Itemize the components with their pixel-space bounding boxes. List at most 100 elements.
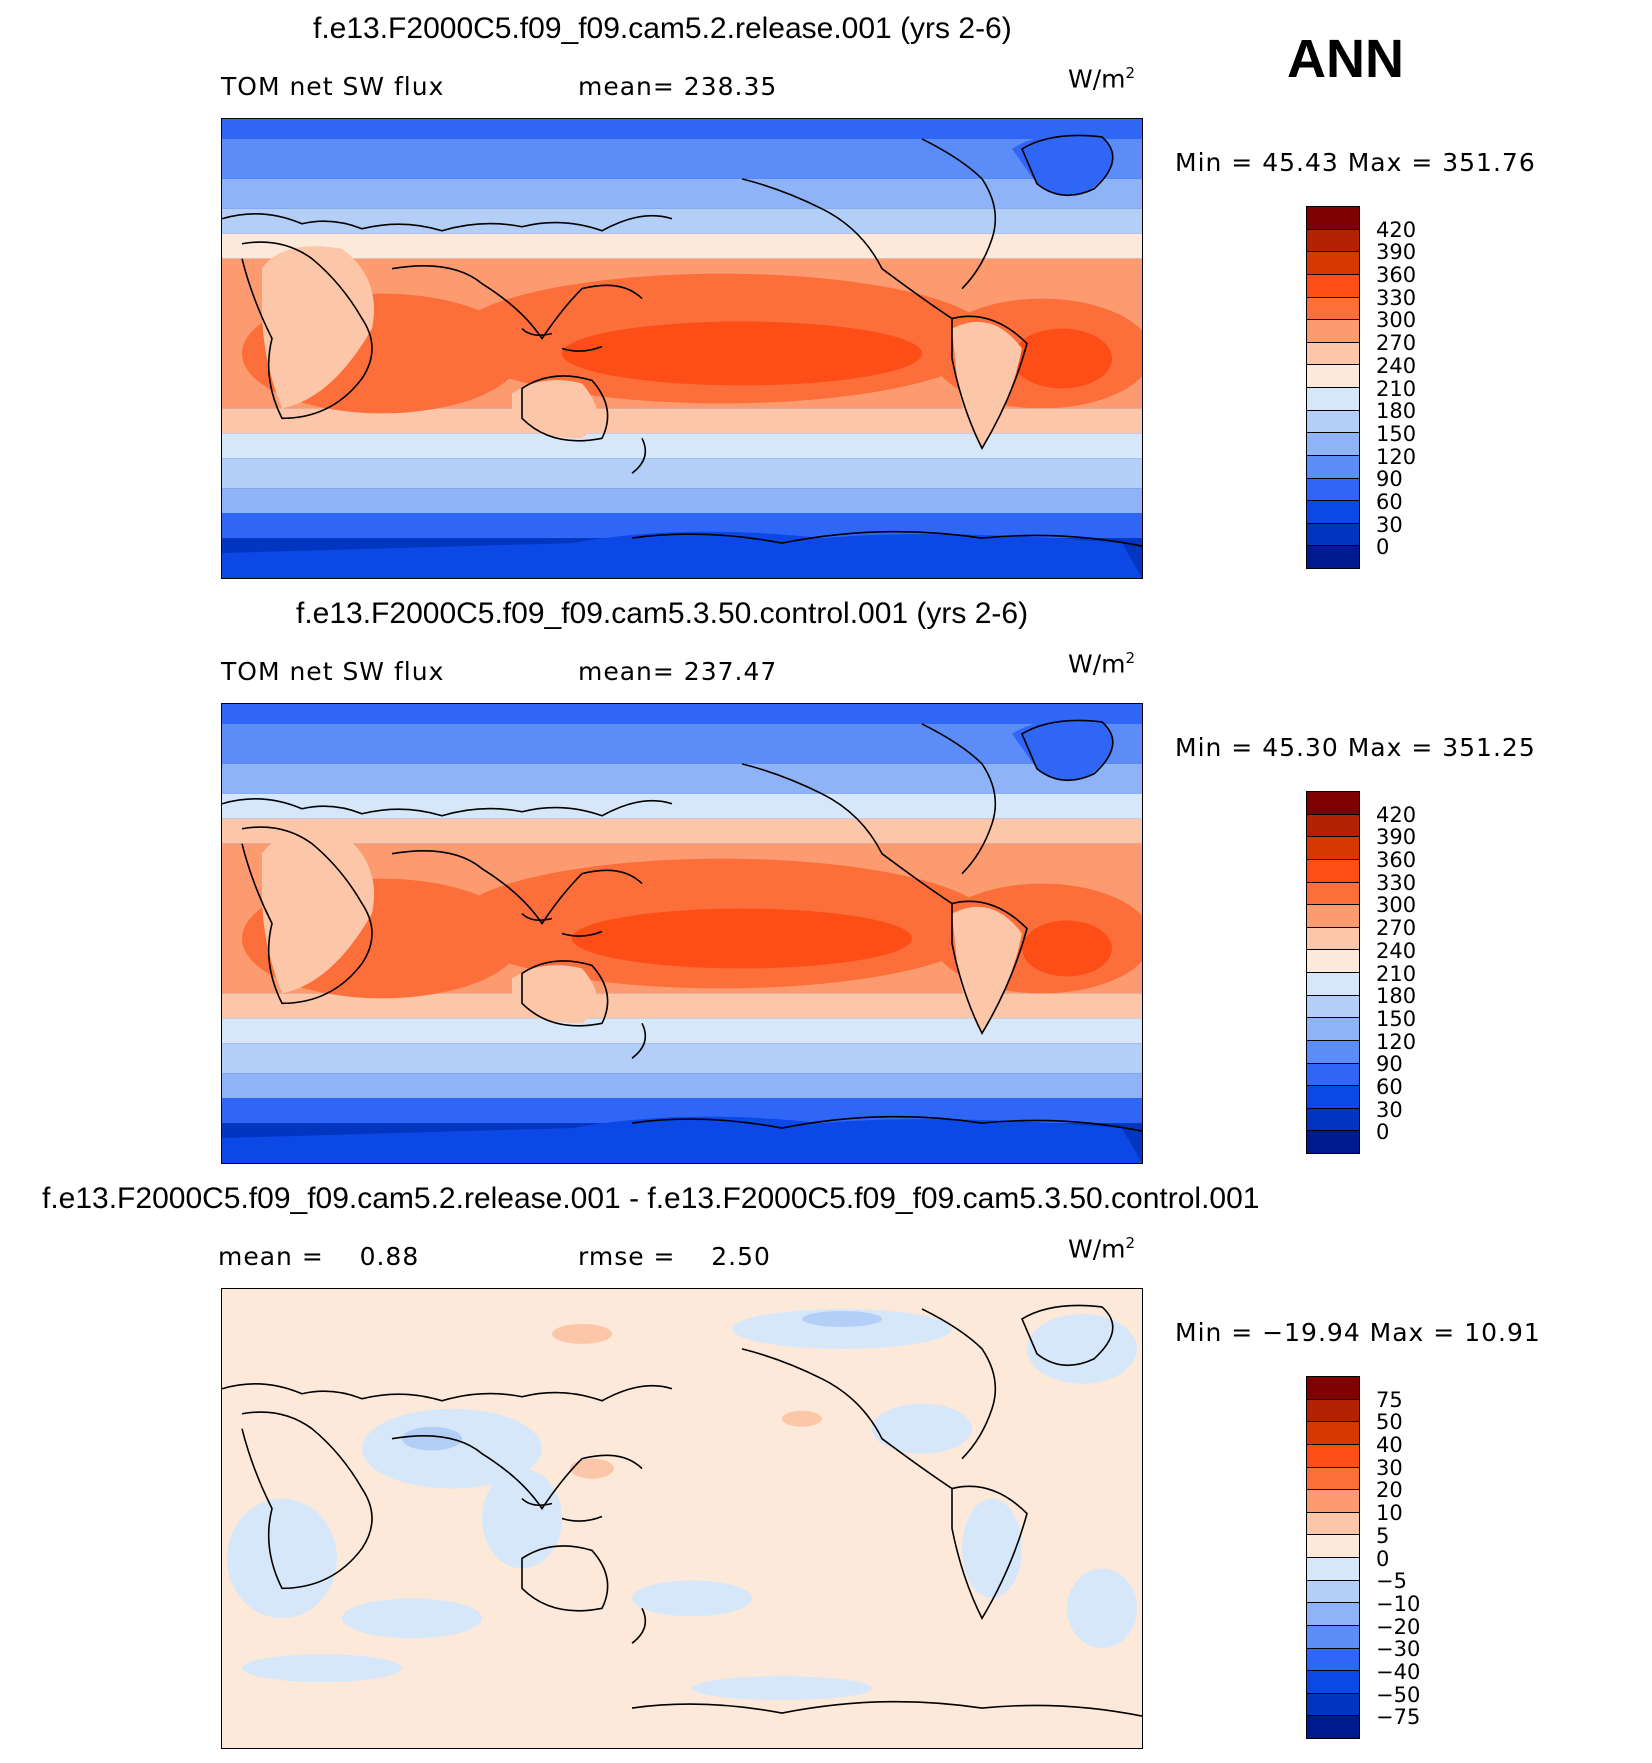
colorbar-swatch: [1307, 1085, 1359, 1108]
colorbar-swatch: [1307, 273, 1359, 297]
panel-2-mean-label: mean= 237.47: [578, 657, 778, 686]
panel-1-units: W/m2: [1068, 64, 1136, 94]
colorbar-tick-label: 0: [1376, 535, 1390, 560]
panel-1-variable-label: TOM net SW flux: [221, 72, 445, 101]
colorbar-tick-label: 0: [1376, 1546, 1390, 1571]
colorbar-swatch: [1307, 207, 1359, 229]
colorbar-tick-label: 240: [1376, 353, 1417, 378]
colorbar-tick-label: −40: [1376, 1659, 1421, 1684]
colorbar-tick-label: −30: [1376, 1637, 1421, 1662]
colorbar-swatch: [1307, 1130, 1359, 1153]
colorbar-swatch: [1307, 1062, 1359, 1086]
colorbar-tick-label: 90: [1376, 1052, 1403, 1077]
colorbar-swatch: [1307, 1443, 1359, 1467]
colorbar-tick-label: 75: [1376, 1387, 1403, 1412]
colorbar-swatch: [1307, 813, 1359, 837]
colorbar-tick-label: 10: [1376, 1501, 1403, 1526]
colorbar-tick-label: 270: [1376, 916, 1417, 941]
colorbar-swatch: [1307, 432, 1359, 455]
colorbar-swatch: [1307, 792, 1359, 814]
colorbar-swatch: [1307, 858, 1359, 882]
colorbar-tick-label: 390: [1376, 240, 1417, 265]
colorbar-swatch: [1307, 1647, 1359, 1671]
panel-2-colorbar: [1306, 791, 1360, 1154]
colorbar-swatch: [1307, 1017, 1359, 1040]
panel-1-title: f.e13.F2000C5.f09_f09.cam5.2.release.001…: [313, 12, 1012, 45]
colorbar-tick-label: 0: [1376, 1120, 1390, 1145]
colorbar-swatch: [1307, 545, 1359, 568]
colorbar-tick-label: 150: [1376, 421, 1417, 446]
colorbar-swatch: [1307, 1534, 1359, 1557]
colorbar-swatch: [1307, 881, 1359, 905]
colorbar-tick-label: 360: [1376, 263, 1417, 288]
colorbar-tick-label: 30: [1376, 1455, 1403, 1480]
colorbar-tick-label: −10: [1376, 1591, 1421, 1616]
colorbar-tick-label: 210: [1376, 961, 1417, 986]
panel-1-colorbar: [1306, 206, 1360, 569]
colorbar-swatch: [1307, 251, 1359, 274]
colorbar-tick-label: 30: [1376, 1097, 1403, 1122]
colorbar-swatch: [1307, 1039, 1359, 1063]
colorbar-swatch: [1307, 1466, 1359, 1490]
colorbar-tick-label: −5: [1376, 1569, 1407, 1594]
colorbar-swatch: [1307, 477, 1359, 501]
colorbar-tick-label: 420: [1376, 802, 1417, 827]
panel-2-variable-label: TOM net SW flux: [221, 657, 445, 686]
colorbar-swatch: [1307, 949, 1359, 972]
panel-3-mean-label: mean = 0.88: [218, 1242, 420, 1271]
panel-1-mean-label: mean= 238.35: [578, 72, 778, 101]
colorbar-tick-label: 390: [1376, 825, 1417, 850]
colorbar-swatch: [1307, 1107, 1359, 1131]
colorbar-tick-label: 240: [1376, 938, 1417, 963]
colorbar-tick-label: 60: [1376, 489, 1403, 514]
colorbar-tick-label: 300: [1376, 308, 1417, 333]
panel-2-contour-field: [222, 704, 1142, 1163]
colorbar-tick-label: 120: [1376, 444, 1417, 469]
colorbar-swatch: [1307, 341, 1359, 365]
colorbar-tick-label: 420: [1376, 217, 1417, 242]
colorbar-tick-label: 5: [1376, 1523, 1390, 1548]
colorbar-swatch: [1307, 836, 1359, 859]
colorbar-swatch: [1307, 1624, 1359, 1648]
panel-2-map: [221, 703, 1143, 1164]
colorbar-swatch: [1307, 1377, 1359, 1399]
panel-3-minmax: Min = −19.94 Max = 10.91: [1175, 1318, 1541, 1347]
colorbar-swatch: [1307, 1511, 1359, 1535]
panel-3-contour-field: [222, 1289, 1142, 1748]
panel-1-contour-field: [222, 119, 1142, 578]
colorbar-swatch: [1307, 500, 1359, 523]
colorbar-tick-label: 40: [1376, 1433, 1403, 1458]
colorbar-swatch: [1307, 364, 1359, 387]
colorbar-tick-label: 180: [1376, 399, 1417, 424]
colorbar-swatch: [1307, 1489, 1359, 1512]
colorbar-swatch: [1307, 1421, 1359, 1444]
panel-3-title: f.e13.F2000C5.f09_f09.cam5.2.release.001…: [42, 1182, 1260, 1215]
colorbar-tick-label: 120: [1376, 1029, 1417, 1054]
colorbar-tick-label: 330: [1376, 870, 1417, 895]
colorbar-swatch: [1307, 319, 1359, 342]
colorbar-swatch: [1307, 1692, 1359, 1716]
colorbar-tick-label: 30: [1376, 512, 1403, 537]
colorbar-tick-label: 330: [1376, 285, 1417, 310]
colorbar-swatch: [1307, 994, 1359, 1018]
colorbar-tick-label: 90: [1376, 467, 1403, 492]
colorbar-tick-label: 360: [1376, 848, 1417, 873]
colorbar-swatch: [1307, 1398, 1359, 1422]
panel-2-minmax: Min = 45.30 Max = 351.25: [1175, 733, 1536, 762]
panel-2-title: f.e13.F2000C5.f09_f09.cam5.3.50.control.…: [296, 597, 1029, 630]
panel-3-units: W/m2: [1068, 1234, 1136, 1264]
colorbar-swatch: [1307, 1670, 1359, 1693]
season-label: ANN: [1287, 29, 1404, 89]
colorbar-tick-label: 20: [1376, 1478, 1403, 1503]
colorbar-tick-label: 210: [1376, 376, 1417, 401]
panel-1-minmax: Min = 45.43 Max = 351.76: [1175, 148, 1536, 177]
colorbar-swatch: [1307, 904, 1359, 927]
colorbar-tick-label: −50: [1376, 1682, 1421, 1707]
colorbar-swatch: [1307, 387, 1359, 410]
colorbar-swatch: [1307, 1715, 1359, 1738]
colorbar-tick-label: −20: [1376, 1614, 1421, 1639]
colorbar-tick-label: 60: [1376, 1074, 1403, 1099]
colorbar-tick-label: 50: [1376, 1410, 1403, 1435]
colorbar-swatch: [1307, 1602, 1359, 1625]
panel-2-units: W/m2: [1068, 649, 1136, 679]
